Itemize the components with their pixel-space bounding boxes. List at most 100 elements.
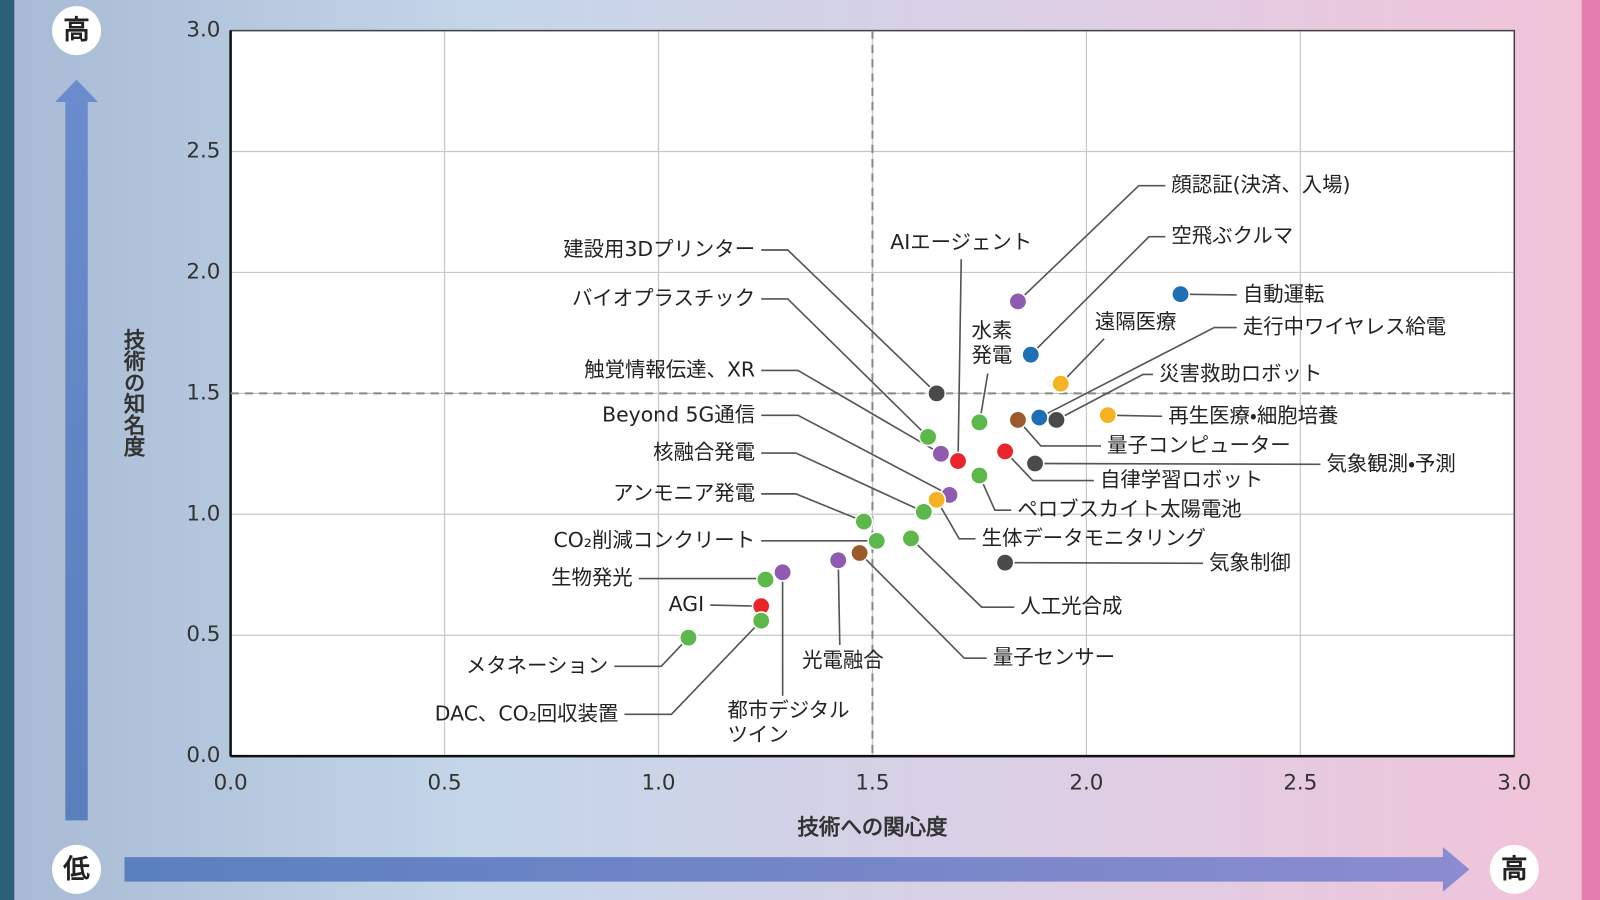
leader-line [761, 452, 925, 513]
leader-line [761, 369, 942, 455]
point-label: 気象観測・予測 [1327, 451, 1456, 475]
point-label: 顔認証(決済、入場) [1171, 173, 1350, 197]
point-label: CO₂削減コンクリート [554, 528, 756, 552]
point [1098, 405, 1118, 425]
grid: 0.0 0.5 1.0 1.5 2.0 2.5 3.0 0.0 0.5 1.0 1.5 2.0 2.5 3… [186, 18, 1531, 796]
leader-line [761, 493, 865, 523]
leader-line [1030, 235, 1166, 356]
y-tick-label: 2.0 [186, 259, 220, 284]
point-label: Beyond 5G通信 [602, 402, 755, 426]
x-tick-label: 3.0 [1497, 771, 1531, 796]
y-high-marker: 高 [63, 15, 90, 46]
point-label: 遠隔医療 [1095, 309, 1177, 333]
left-stripe [0, 0, 15, 900]
point-label: 触覚情報伝達、XR [584, 357, 755, 381]
point [867, 531, 887, 551]
point-label: 災害救助ロボット [1159, 361, 1322, 385]
leader-line [1056, 373, 1154, 421]
x-tick-label: 1.0 [641, 771, 675, 796]
point-label: 量子コンピューター [1107, 433, 1291, 457]
y-tick-label: 0.5 [186, 622, 220, 647]
leader-line [957, 259, 963, 462]
x-arrow [124, 846, 1470, 892]
point [1029, 408, 1049, 427]
points [679, 284, 1190, 648]
leader-line [624, 620, 762, 716]
point [918, 427, 938, 447]
x-axis-title: 技術への関心度 [798, 815, 948, 841]
leader-line [1017, 184, 1166, 303]
point [995, 553, 1015, 573]
point-label: 人工光合成 [1020, 594, 1122, 618]
y-tick-label: 1.5 [186, 380, 220, 405]
point [756, 570, 775, 590]
point-label: 建設用3Dプリンター [563, 237, 755, 261]
leader-line [978, 475, 1012, 512]
point [679, 628, 698, 648]
point [931, 444, 951, 464]
leader-line [761, 298, 929, 438]
point-label: AIエージェント [890, 230, 1032, 254]
leader-line [837, 560, 841, 645]
point-label: 光電融合 [802, 648, 884, 672]
point [1171, 284, 1190, 304]
point [854, 512, 874, 531]
point-label: 都市デジタルツイン [728, 698, 850, 746]
point-label: バイオプラスチック [572, 286, 755, 310]
leader-line [859, 552, 987, 659]
point [927, 383, 947, 403]
right-stripe [1581, 0, 1600, 900]
point-label: 核融合発電 [653, 440, 755, 464]
y-tick-label: 1.0 [186, 501, 220, 526]
point-label: 気象制御 [1209, 550, 1291, 574]
x-high-marker: 高 [1501, 854, 1528, 885]
point [969, 412, 989, 432]
leader-line [1004, 450, 1094, 482]
leader-line [1060, 338, 1105, 385]
point [901, 529, 921, 548]
x-tick-label: 1.5 [855, 771, 889, 796]
point [1047, 410, 1066, 430]
point-label: 量子センサー [993, 645, 1115, 669]
point [751, 611, 771, 631]
point [828, 550, 848, 570]
point [927, 490, 947, 510]
point-label: 生物発光 [551, 566, 633, 590]
point-label: DAC、CO₂回収装置 [435, 701, 619, 725]
badge [52, 6, 102, 56]
leader-line [935, 499, 976, 540]
leader-line [1017, 419, 1102, 447]
point [995, 441, 1015, 461]
point-label: 再生医療・細胞培養 [1168, 403, 1338, 427]
y-tick-label: 2.5 [186, 139, 220, 164]
point-label: 自律学習ロボット [1100, 468, 1263, 492]
x-tick-label: 0.5 [428, 771, 462, 796]
y-arrow [55, 79, 98, 821]
leader-line [761, 414, 950, 496]
point [1051, 374, 1071, 394]
badge [52, 844, 102, 894]
x-tick-label: 2.5 [1283, 771, 1317, 796]
point-label: AGI [669, 592, 704, 616]
point-label: 空飛ぶクルマ [1171, 224, 1293, 248]
leader-line [1005, 561, 1204, 565]
point-label: 走行中ワイヤレス給電 [1243, 315, 1446, 339]
y-axis-title: 技術の知名度 [120, 328, 146, 458]
low-marker: 低 [62, 854, 90, 885]
leader-line [910, 537, 1015, 608]
point-label: 自動運転 [1243, 282, 1325, 306]
leader-line [614, 637, 690, 668]
point [850, 543, 870, 563]
badge [1489, 844, 1539, 894]
leader-line [761, 249, 938, 394]
leader-line [1035, 462, 1321, 466]
point [1021, 345, 1041, 365]
y-tick-label: 3.0 [186, 18, 220, 43]
point-label: 水素発電 [971, 319, 1012, 367]
x-tick-label: 2.0 [1069, 771, 1103, 796]
point [773, 562, 793, 582]
point [1008, 410, 1028, 430]
x-tick-label: 0.0 [214, 771, 248, 796]
